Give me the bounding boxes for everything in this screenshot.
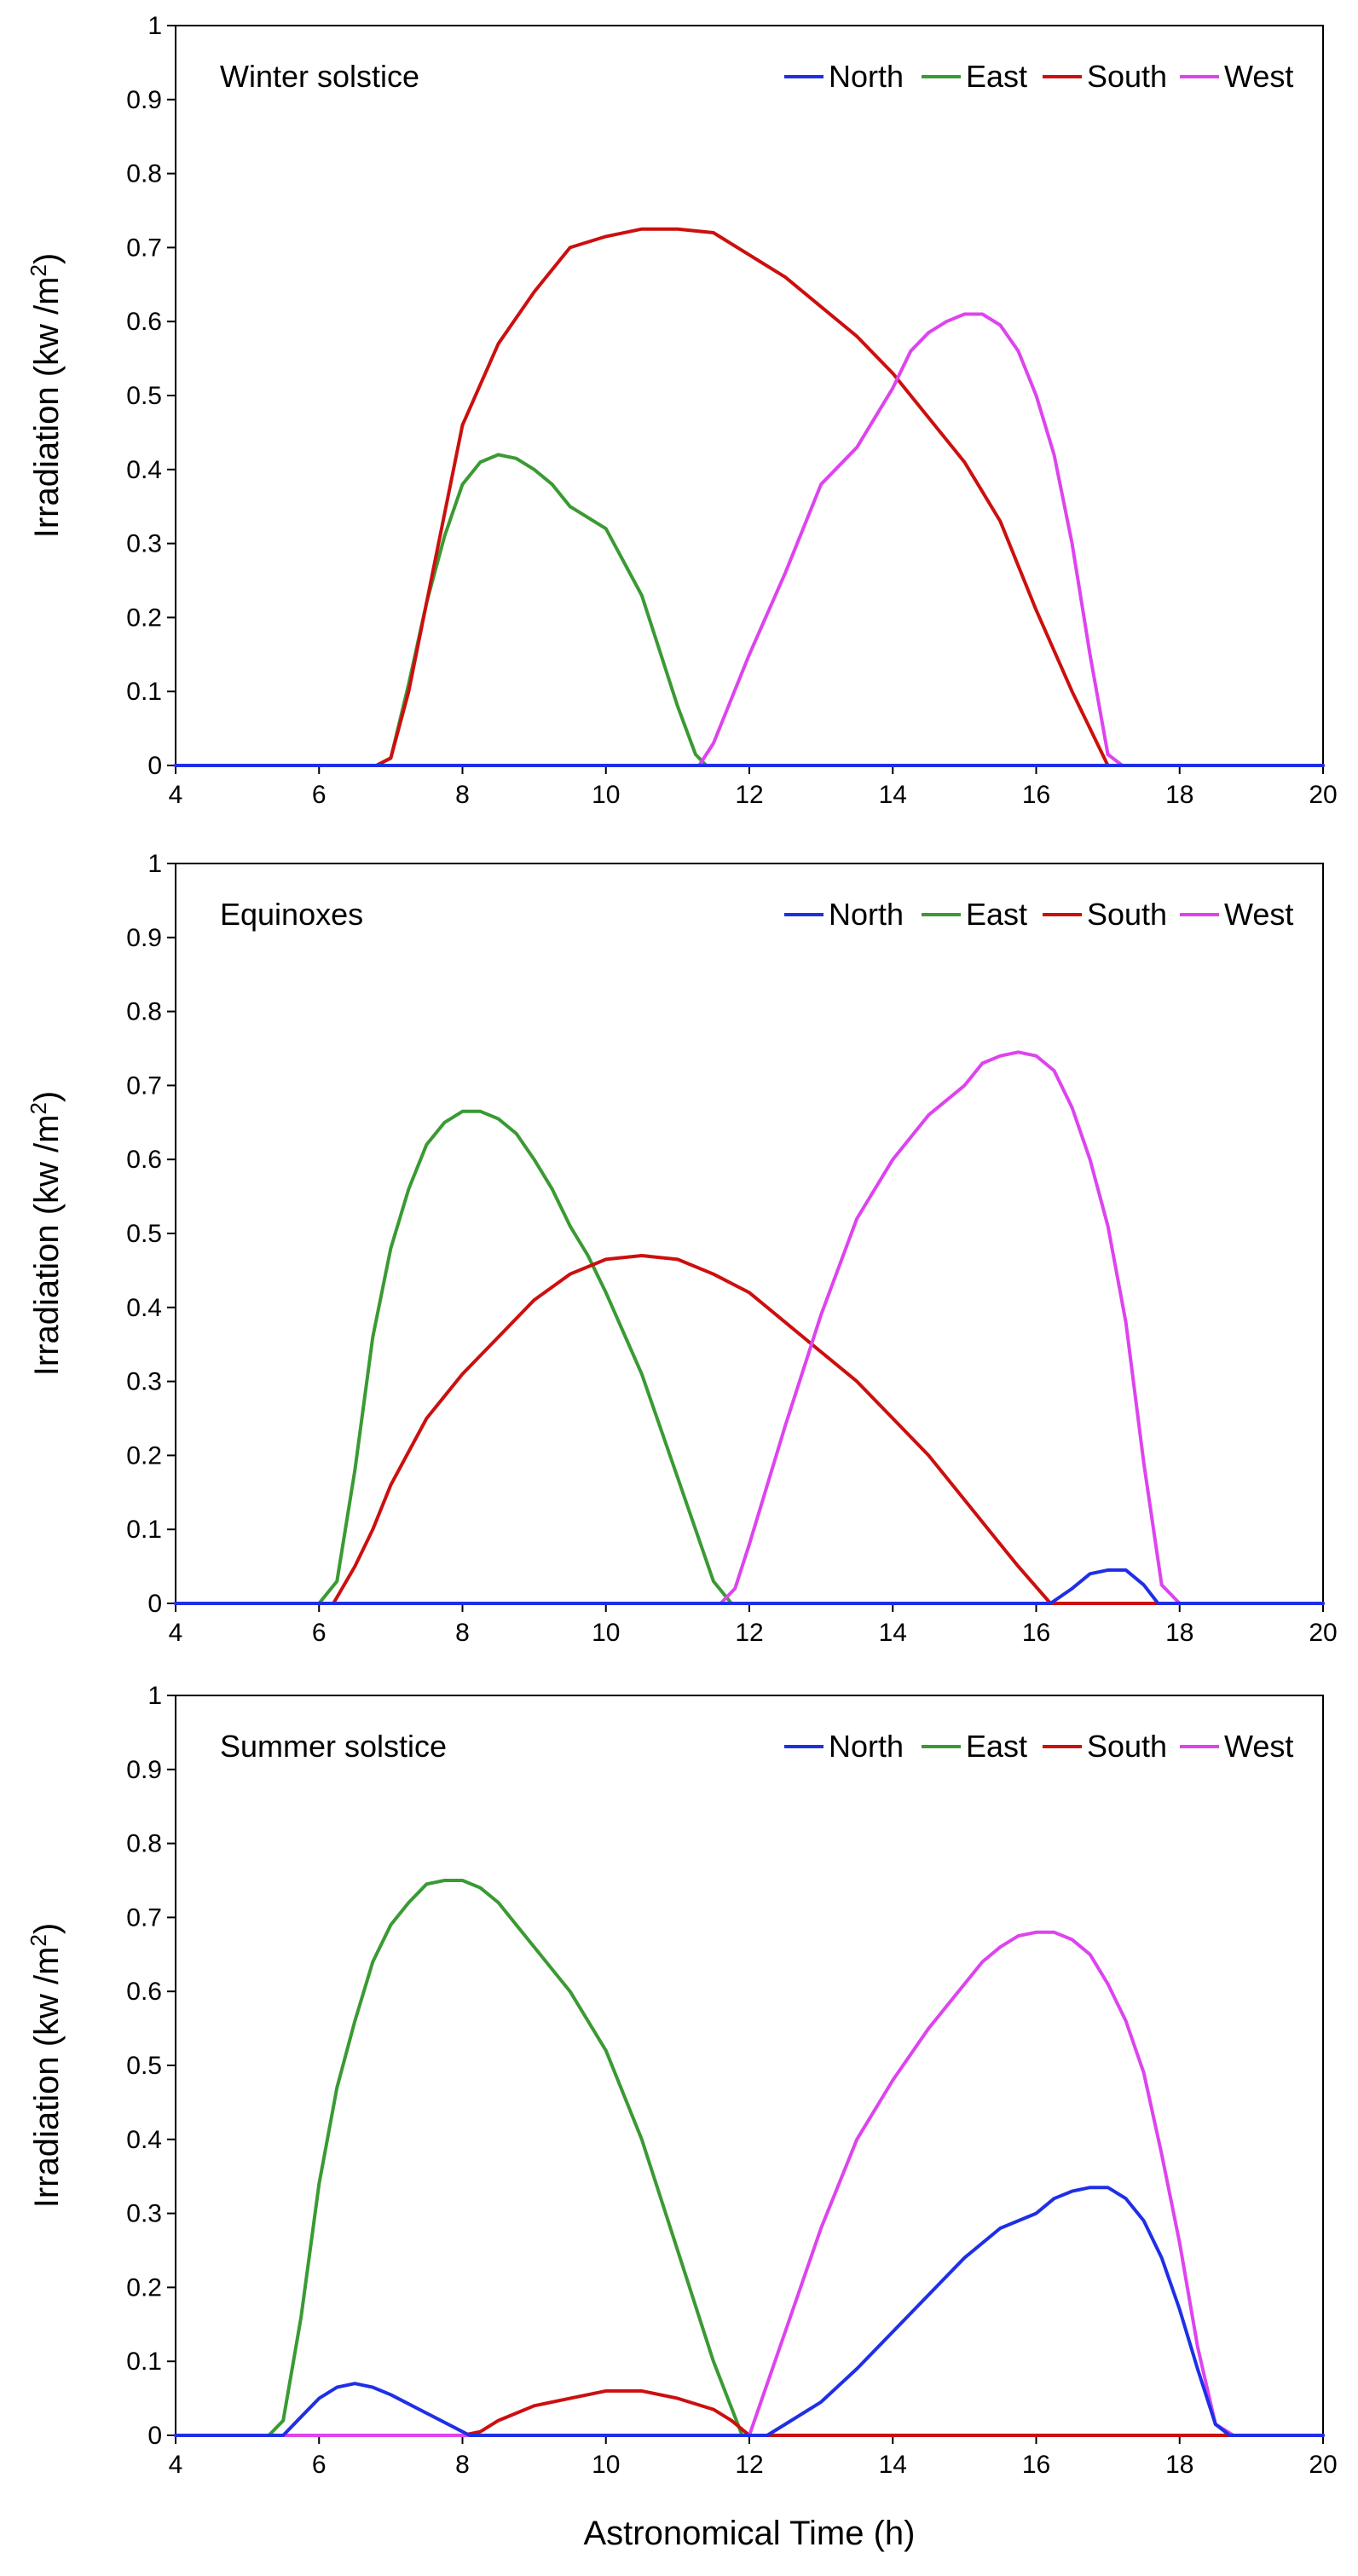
x-tick-label: 16 — [1022, 2451, 1050, 2479]
series-line-south — [174, 2388, 1325, 2437]
y-tick-label: 0.9 — [126, 924, 162, 952]
y-tick-label: 0.8 — [126, 160, 162, 188]
panel-title: Summer solstice — [220, 1729, 447, 1764]
y-tick-label: 0.9 — [126, 1756, 162, 1784]
y-tick-label: 0.1 — [126, 2348, 162, 2376]
series-line-south — [174, 227, 1325, 767]
panel-title: Equinoxes — [220, 897, 363, 932]
x-tick-label: 8 — [455, 1619, 470, 1647]
y-tick-label: 0.6 — [126, 1978, 162, 2006]
x-axis-title: Astronomical Time (h) — [584, 2515, 916, 2552]
y-tick-label: 0 — [147, 2422, 162, 2450]
y-tick-label: 0.3 — [126, 1368, 162, 1396]
series-line-south — [174, 1254, 1325, 1605]
y-tick-label: 0.2 — [126, 604, 162, 632]
y-tick-label: 0.4 — [126, 1294, 162, 1322]
legend-label-north: North — [829, 897, 904, 932]
legend: North East South West — [784, 1729, 1293, 1764]
x-tick-label: 8 — [455, 781, 470, 809]
series-line-east — [174, 453, 1325, 767]
legend-label-south: South — [1087, 1729, 1167, 1764]
y-tick-label: 0.1 — [126, 678, 162, 706]
y-tick-label: 1 — [147, 12, 162, 40]
x-tick-label: 6 — [312, 781, 326, 809]
y-tick-label: 1 — [147, 850, 162, 878]
y-tick-label: 0.7 — [126, 234, 162, 262]
y-tick-label: 0.4 — [126, 2126, 162, 2154]
x-tick-label: 16 — [1022, 781, 1050, 809]
x-tick-label: 4 — [169, 2451, 183, 2479]
series-line-north — [174, 2186, 1325, 2437]
x-tick-label: 12 — [735, 781, 763, 809]
x-tick-label: 4 — [169, 1619, 183, 1647]
y-tick-label: 0.8 — [126, 1830, 162, 1858]
legend-label-east: East — [966, 59, 1027, 94]
y-tick-label: 0.7 — [126, 1903, 162, 1932]
x-tick-label: 20 — [1309, 781, 1337, 809]
series-line-north — [174, 1568, 1325, 1605]
y-tick-label: 0.5 — [126, 2052, 162, 2080]
legend-label-north: North — [829, 1729, 904, 1764]
y-tick-label: 0.6 — [126, 308, 162, 336]
y-tick-label: 0.9 — [126, 86, 162, 114]
series-line-east — [174, 1879, 1325, 2437]
x-tick-label: 18 — [1165, 1619, 1193, 1647]
plot-area — [175, 863, 1324, 1604]
y-tick-label: 0.5 — [126, 382, 162, 410]
series-line-west — [174, 1930, 1325, 2437]
x-tick-label: 18 — [1165, 781, 1193, 809]
legend-label-north: North — [829, 59, 904, 94]
legend-label-west: West — [1224, 59, 1293, 94]
y-tick-label: 0.2 — [126, 1441, 162, 1470]
legend-label-west: West — [1224, 897, 1293, 932]
legend-label-east: East — [966, 897, 1027, 932]
y-tick-label: 0 — [147, 1590, 162, 1618]
x-tick-label: 14 — [879, 1619, 907, 1647]
x-tick-label: 12 — [735, 1619, 763, 1647]
legend-label-south: South — [1087, 59, 1167, 94]
y-axis-title: Irradiation (kw /m2) — [26, 253, 66, 539]
plot-area — [175, 1695, 1324, 2436]
y-tick-label: 0.3 — [126, 530, 162, 558]
x-tick-label: 16 — [1022, 1619, 1050, 1647]
x-tick-label: 4 — [169, 781, 183, 809]
x-tick-label: 20 — [1309, 1619, 1337, 1647]
chart-panel-1: 00.10.20.30.40.50.60.70.80.914 6 8 10 12 14 16… — [26, 12, 1338, 809]
y-tick-label: 1 — [147, 1682, 162, 1710]
x-tick-label: 18 — [1165, 2451, 1193, 2479]
y-tick-label: 0.8 — [126, 998, 162, 1026]
y-tick-label: 0.1 — [126, 1516, 162, 1544]
y-tick-label: 0.3 — [126, 2200, 162, 2228]
x-tick-label: 10 — [592, 1619, 620, 1647]
series-line-west — [174, 312, 1325, 767]
legend: North East South West — [784, 897, 1293, 932]
y-axis-title: Irradiation (kw /m2) — [26, 1091, 66, 1377]
panel-title: Winter solstice — [220, 59, 419, 94]
x-tick-label: 6 — [312, 2451, 326, 2479]
y-tick-label: 0.6 — [126, 1146, 162, 1174]
x-tick-label: 14 — [879, 2451, 907, 2479]
legend-label-south: South — [1087, 897, 1167, 932]
x-tick-label: 20 — [1309, 2451, 1337, 2479]
legend: North East South West — [784, 59, 1293, 94]
x-tick-label: 6 — [312, 1619, 326, 1647]
chart-panel-2: 00.10.20.30.40.50.60.70.80.914 6 8 10 12 14 16… — [26, 850, 1338, 1647]
x-tick-label: 8 — [455, 2451, 470, 2479]
y-tick-label: 0.4 — [126, 456, 162, 484]
x-tick-label: 10 — [592, 781, 620, 809]
y-tick-label: 0.5 — [126, 1220, 162, 1248]
x-tick-label: 12 — [735, 2451, 763, 2479]
chart-panel-3: 00.10.20.30.40.50.60.70.80.914 6 8 10 12 14 16… — [26, 1682, 1338, 2479]
x-tick-label: 14 — [879, 781, 907, 809]
y-tick-label: 0.2 — [126, 2273, 162, 2302]
legend-label-east: East — [966, 1729, 1027, 1764]
legend-label-west: West — [1224, 1729, 1293, 1764]
series-line-west — [174, 1050, 1325, 1605]
x-tick-label: 10 — [592, 2451, 620, 2479]
y-tick-label: 0.7 — [126, 1071, 162, 1100]
y-axis-title: Irradiation (kw /m2) — [26, 1923, 66, 2209]
y-tick-label: 0 — [147, 752, 162, 780]
series-line-east — [174, 1109, 1325, 1605]
